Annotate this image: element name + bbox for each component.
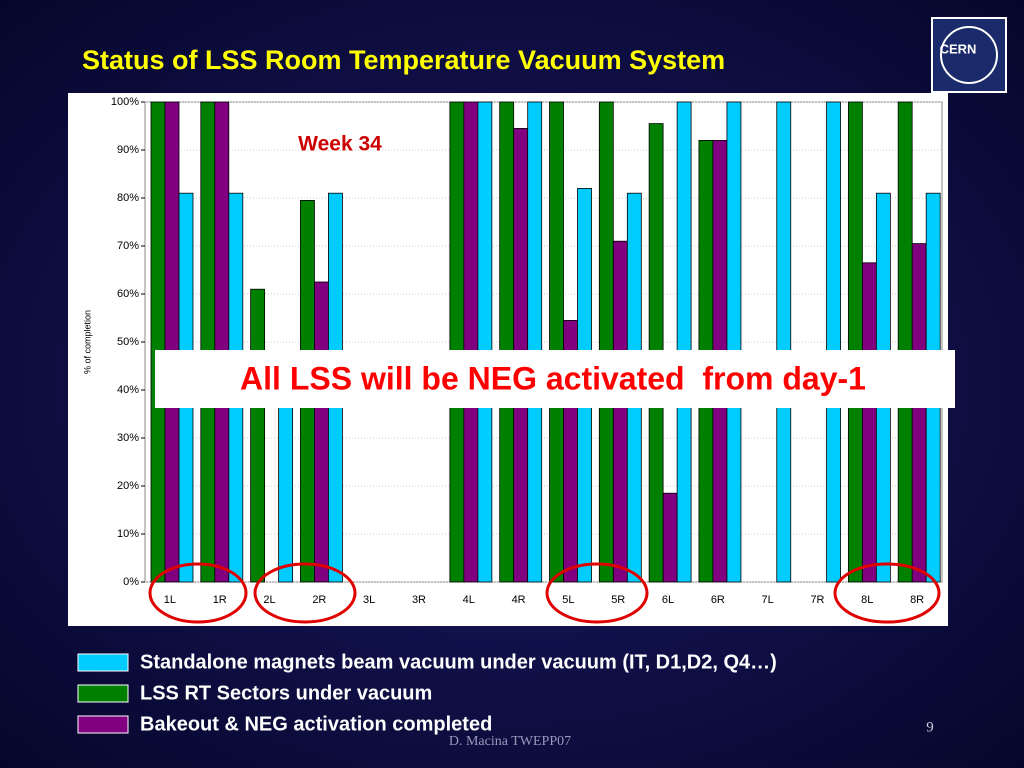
y-tick-label: 60% — [117, 288, 139, 300]
x-tick-label: 5R — [611, 594, 625, 606]
bar — [776, 101, 792, 583]
x-tick-label: 7R — [810, 594, 824, 606]
logo: CERN — [931, 17, 1007, 93]
bar — [911, 243, 927, 583]
highlight-circle — [833, 562, 941, 624]
legend-label: Bakeout & NEG activation completed — [140, 713, 492, 735]
bar — [250, 288, 266, 583]
logo-ring — [940, 26, 998, 84]
bar — [200, 101, 216, 583]
annotation: Week 34 — [298, 133, 382, 156]
bar — [527, 101, 543, 583]
banner: All LSS will be NEG activated from day-1 — [240, 360, 866, 396]
bar — [598, 101, 614, 583]
y-tick-label: 80% — [117, 192, 139, 204]
y-tick-label: 0% — [123, 576, 139, 588]
x-tick-label: 8R — [910, 594, 924, 606]
x-tick-label: 6R — [711, 594, 725, 606]
bar — [278, 379, 294, 583]
highlight-circle — [148, 562, 248, 624]
y-tick-label: 90% — [117, 144, 139, 156]
x-tick-label: 7L — [762, 594, 774, 606]
x-tick-label: 1L — [164, 594, 176, 606]
bar — [449, 101, 465, 583]
x-tick-label: 4R — [512, 594, 526, 606]
logo-frame — [931, 17, 1007, 93]
bar — [214, 101, 230, 583]
y-tick-label: 50% — [117, 336, 139, 348]
y-tick-label: 10% — [117, 528, 139, 540]
bar — [477, 101, 493, 583]
highlight-circle — [253, 562, 357, 624]
x-tick-label: 1R — [213, 594, 227, 606]
x-tick-label: 2L — [263, 594, 275, 606]
bar — [826, 101, 841, 583]
bar — [726, 101, 742, 583]
bar — [164, 101, 180, 583]
x-tick-label: 2R — [312, 594, 326, 606]
y-tick-label: 100% — [111, 96, 139, 108]
slide-title: Status of LSS Room Temperature Vacuum Sy… — [82, 45, 725, 75]
bar — [847, 101, 863, 583]
bar — [676, 101, 692, 583]
banner-box — [155, 350, 955, 408]
y-tick-label: 70% — [117, 240, 139, 252]
y-tick-label: 40% — [117, 384, 139, 396]
logo-text: CERN — [940, 41, 977, 56]
x-tick-label: 4L — [463, 594, 475, 606]
bar — [861, 262, 877, 583]
plot: 0% 10% 20% 30% 40% 50% 60% 70% 80% 90% 100% 1L 1R 2L 2… — [111, 96, 943, 606]
bar — [549, 101, 564, 583]
legend-label: Standalone magnets beam vacuum under vac… — [140, 651, 777, 673]
bar — [499, 101, 515, 583]
highlight-circle — [545, 562, 649, 624]
x-tick-label: 8L — [861, 594, 873, 606]
legend: Standalone magnets beam vacuum under vac… — [77, 651, 777, 735]
bar — [463, 101, 479, 583]
x-tick-label: 3R — [412, 594, 426, 606]
bar — [314, 281, 329, 583]
x-tick-label: 6L — [662, 594, 674, 606]
legend-label: LSS RT Sectors under vacuum — [140, 682, 432, 704]
x-tick-label: 3L — [363, 594, 375, 606]
legend-swatch — [77, 653, 129, 672]
y-tick-label: 30% — [117, 432, 139, 444]
bar — [897, 101, 913, 583]
highlights — [148, 562, 941, 624]
bar — [150, 101, 166, 583]
y-tick-label: 20% — [117, 480, 139, 492]
legend-swatch — [77, 684, 129, 703]
legend-swatch — [77, 715, 129, 734]
page-number: 9 — [926, 719, 934, 735]
y-axis-label: % of completion — [82, 310, 92, 374]
bar — [612, 240, 628, 583]
bar — [662, 492, 678, 583]
footer-author: D. Macina TWEPP07 — [449, 734, 571, 749]
x-tick-label: 5L — [562, 594, 574, 606]
